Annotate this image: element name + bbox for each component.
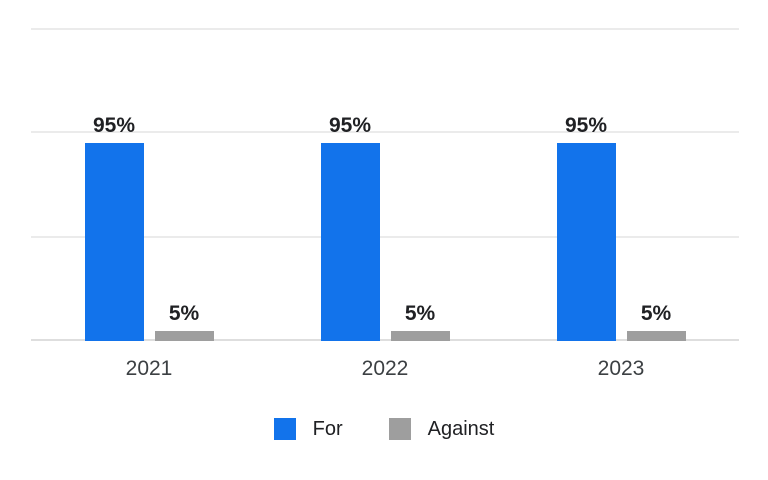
bar-for-2021: 95% [84, 115, 144, 341]
plot-area: 95% 5% 95% 5% 95% 5% [31, 28, 739, 341]
bar-for-2023: 95% [556, 115, 616, 341]
bar-for-2022: 95% [320, 115, 380, 341]
legend-swatch-icon [273, 418, 296, 440]
legend-label: For [312, 418, 343, 440]
x-axis-baseline [31, 339, 739, 341]
x-axis-label-2021: 2021 [125, 357, 173, 380]
bar-against-2022: 5% [390, 303, 450, 341]
x-axis-labels: 2021 2022 2023 [31, 356, 739, 382]
legend-label: Against [427, 418, 495, 440]
bar-value-label: 5% [404, 301, 436, 325]
bar-against-2021: 5% [154, 303, 214, 341]
bar-value-label: 95% [92, 113, 136, 137]
bar-group-2021: 95% 5% [31, 28, 267, 341]
gridline-50 [31, 235, 739, 238]
bar-value-label: 5% [168, 301, 200, 325]
x-axis-label-2023: 2023 [597, 357, 645, 380]
legend-item-against: Against [388, 418, 495, 440]
legend-swatch-icon [388, 418, 411, 440]
bar-group-2023: 95% 5% [503, 28, 739, 341]
legend-item-for: For [273, 418, 343, 440]
gridline-150 [31, 28, 739, 30]
gridline-100 [31, 131, 739, 134]
bar-value-label: 95% [564, 113, 608, 137]
legend: For Against [0, 418, 768, 440]
bar-against-2023: 5% [626, 303, 686, 341]
x-axis-label-2022: 2022 [361, 357, 409, 380]
bar-value-label: 95% [328, 113, 372, 137]
bar-value-label: 5% [640, 301, 672, 325]
bar-group-2022: 95% 5% [267, 28, 503, 341]
